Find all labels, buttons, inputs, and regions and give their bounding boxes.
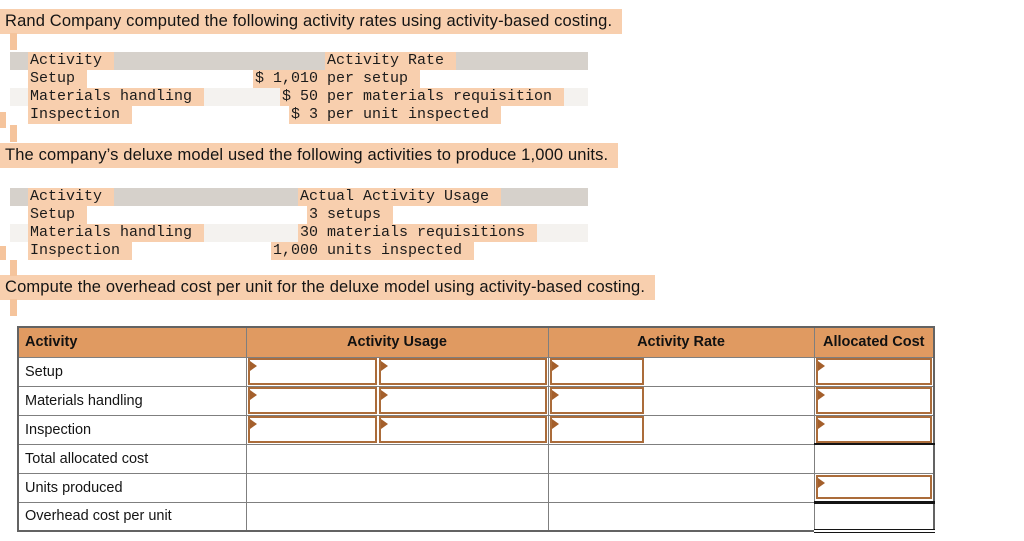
rate-cell bbox=[547, 414, 815, 445]
cell-flag-icon bbox=[817, 478, 825, 488]
usage-quantity-input-materials-handling[interactable] bbox=[247, 387, 377, 414]
rate-row-label: Materials handling bbox=[28, 88, 205, 106]
rate-cell bbox=[547, 472, 815, 503]
usage-row-label: Setup bbox=[28, 206, 88, 224]
cell-flag-icon bbox=[380, 390, 388, 400]
answer-header-activity-usage: Activity Usage bbox=[245, 326, 549, 358]
table-row: Setup bbox=[17, 356, 935, 387]
usage-cell bbox=[245, 385, 549, 416]
rate-cell bbox=[547, 443, 815, 474]
cell-flag-icon bbox=[249, 419, 257, 429]
table-row: Inspection bbox=[17, 414, 935, 445]
cell-flag-icon bbox=[551, 390, 559, 400]
rate-cell bbox=[547, 356, 815, 387]
answer-table: Activity Activity Usage Activity Rate Alloc… bbox=[17, 326, 935, 533]
rate-cell bbox=[547, 385, 815, 416]
cell-flag-icon bbox=[817, 418, 825, 429]
rate-row-value: $ 1,010 per setup bbox=[253, 70, 421, 88]
usage-row-label: Materials handling bbox=[28, 224, 205, 242]
usage-cell bbox=[245, 443, 549, 474]
usage-cell bbox=[245, 414, 549, 445]
answer-header-activity-rate: Activity Rate bbox=[547, 326, 815, 358]
usage-unit-input-setup[interactable] bbox=[378, 358, 547, 385]
allocated-cell bbox=[813, 385, 935, 416]
allocated-cell bbox=[813, 356, 935, 387]
usage-row-value: 30 materials requisitions bbox=[298, 224, 538, 242]
table-row: Units produced bbox=[17, 472, 935, 504]
rate-row-value: $ 3 per unit inspected bbox=[289, 106, 502, 124]
allocated-cost-input-materials-handling[interactable] bbox=[815, 387, 932, 414]
allocated-cell bbox=[813, 414, 935, 445]
usage-cell bbox=[245, 472, 549, 503]
usage-unit-input-inspection[interactable] bbox=[378, 416, 547, 443]
cell-flag-icon bbox=[249, 361, 257, 371]
cell-flag-icon bbox=[380, 419, 388, 429]
answer-table-header-row: Activity Activity Usage Activity Rate Alloc… bbox=[17, 326, 935, 358]
allocated-cost-input-setup[interactable] bbox=[815, 358, 932, 385]
rate-row-label: Inspection bbox=[28, 106, 133, 124]
rate-cell-blank bbox=[646, 358, 813, 385]
usage-cell bbox=[245, 501, 549, 532]
allocated-cost-input-inspection[interactable] bbox=[815, 416, 932, 443]
rate-input-inspection[interactable] bbox=[549, 416, 644, 443]
allocated-cell bbox=[813, 501, 935, 533]
highlight-artifact bbox=[0, 112, 6, 128]
intro-paragraph: Rand Company computed the following acti… bbox=[0, 9, 623, 34]
highlight-artifact bbox=[0, 246, 6, 260]
highlight-artifact bbox=[10, 33, 17, 50]
row-label-inspection: Inspection bbox=[17, 414, 247, 445]
cell-flag-icon bbox=[817, 361, 825, 371]
usage-header-value: Actual Activity Usage bbox=[298, 188, 502, 206]
rate-cell-blank bbox=[646, 387, 813, 414]
rate-cell bbox=[547, 501, 815, 532]
rate-header-value: Activity Rate bbox=[325, 52, 457, 70]
rate-cell-blank bbox=[646, 416, 813, 443]
usage-intro-paragraph: The company’s deluxe model used the foll… bbox=[0, 143, 619, 168]
table-row: Overhead cost per unit bbox=[17, 501, 935, 533]
answer-header-activity: Activity bbox=[17, 326, 247, 358]
units-produced-input[interactable] bbox=[815, 475, 932, 499]
task-paragraph: Compute the overhead cost per unit for t… bbox=[0, 275, 656, 300]
usage-row-label: Inspection bbox=[28, 242, 133, 260]
rate-input-materials-handling[interactable] bbox=[549, 387, 644, 414]
table-row: Materials handling bbox=[17, 385, 935, 416]
usage-row-value: 1,000 units inspected bbox=[271, 242, 475, 260]
cell-flag-icon bbox=[380, 361, 388, 371]
cell-flag-icon bbox=[249, 390, 257, 400]
highlight-artifact bbox=[10, 299, 17, 316]
row-label-materials-handling: Materials handling bbox=[17, 385, 247, 416]
cell-flag-icon bbox=[817, 390, 825, 400]
row-label-total-allocated-cost: Total allocated cost bbox=[17, 443, 247, 474]
usage-cell bbox=[245, 356, 549, 387]
answer-header-allocated-cost: Allocated Cost bbox=[813, 326, 935, 358]
usage-header-activity: Activity bbox=[28, 188, 115, 206]
allocated-cell bbox=[813, 472, 935, 504]
rate-input-setup[interactable] bbox=[549, 358, 644, 385]
cell-flag-icon bbox=[551, 361, 559, 371]
rate-row-value: $ 50 per materials requisition bbox=[280, 88, 565, 106]
usage-unit-input-materials-handling[interactable] bbox=[378, 387, 547, 414]
cell-flag-icon bbox=[551, 419, 559, 429]
highlight-artifact bbox=[10, 125, 17, 142]
row-label-overhead-cost-per-unit: Overhead cost per unit bbox=[17, 501, 247, 532]
rate-row-label: Setup bbox=[28, 70, 88, 88]
row-label-units-produced: Units produced bbox=[17, 472, 247, 503]
rate-header-activity: Activity bbox=[28, 52, 115, 70]
usage-row-value: 3 setups bbox=[307, 206, 394, 224]
allocated-cell bbox=[813, 443, 935, 474]
usage-quantity-input-inspection[interactable] bbox=[247, 416, 377, 443]
usage-quantity-input-setup[interactable] bbox=[247, 358, 377, 385]
table-row: Total allocated cost bbox=[17, 443, 935, 474]
row-label-setup: Setup bbox=[17, 356, 247, 387]
highlight-artifact bbox=[10, 260, 17, 276]
